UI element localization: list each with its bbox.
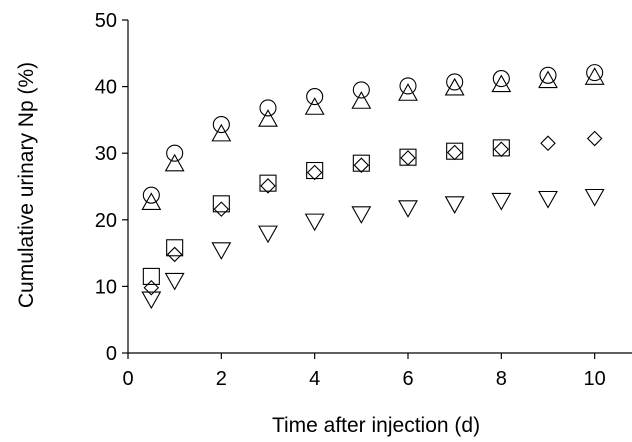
point-circle xyxy=(539,66,557,84)
point-triangle-down xyxy=(444,196,465,214)
point-diamond xyxy=(166,246,183,263)
point-diamond xyxy=(213,201,230,217)
point-diamond xyxy=(493,141,510,157)
x-axis-title: Time after injection (d) xyxy=(272,414,480,437)
y-tick-label: 40 xyxy=(95,77,117,99)
point-triangle-up xyxy=(304,97,325,115)
point-triangle-down xyxy=(491,192,512,211)
point-triangle-up xyxy=(491,74,512,93)
point-triangle-up xyxy=(444,77,465,96)
point-square xyxy=(166,239,184,257)
point-diamond xyxy=(400,150,416,166)
point-square xyxy=(259,174,277,192)
point-square xyxy=(306,161,324,180)
point-circle xyxy=(352,81,370,99)
x-tick-label: 4 xyxy=(309,368,320,390)
x-tick-label: 10 xyxy=(584,368,606,390)
point-circle xyxy=(492,70,510,88)
point-circle xyxy=(166,144,184,162)
point-diamond xyxy=(586,130,603,147)
point-triangle-up xyxy=(258,109,278,127)
point-triangle-down xyxy=(211,242,232,260)
point-triangle-down xyxy=(141,291,162,310)
point-circle xyxy=(399,77,417,95)
point-triangle-down xyxy=(258,225,278,244)
axes: 0 10 20 30 40 50 0 2 4 6 8 10 xyxy=(95,10,632,390)
point-triangle-up xyxy=(164,153,185,172)
point-square xyxy=(142,267,160,285)
point-triangle-up xyxy=(398,83,418,101)
point-circle xyxy=(586,64,604,82)
point-diamond xyxy=(540,135,556,151)
point-diamond xyxy=(306,164,323,181)
point-triangle-up xyxy=(584,67,605,85)
point-circle xyxy=(306,88,324,106)
point-triangle-up xyxy=(141,192,162,211)
point-diamond xyxy=(353,157,370,173)
point-triangle-up xyxy=(538,70,558,89)
point-triangle-down xyxy=(351,206,372,224)
point-triangle-down xyxy=(164,272,185,291)
point-diamond xyxy=(260,178,276,194)
point-circle xyxy=(212,116,230,134)
point-triangle-down xyxy=(584,188,605,207)
y-tick-label: 0 xyxy=(106,343,117,365)
point-triangle-down xyxy=(538,190,558,209)
point-circle xyxy=(259,99,277,117)
point-square xyxy=(212,195,230,213)
x-tick-label: 2 xyxy=(216,368,227,390)
point-triangle-down xyxy=(398,200,418,218)
point-triangle-down xyxy=(304,213,325,232)
point-diamond xyxy=(143,279,160,296)
y-tick-label: 10 xyxy=(95,276,117,298)
y-tick-label: 30 xyxy=(95,143,117,165)
point-diamond xyxy=(446,144,463,161)
point-circle xyxy=(142,186,160,204)
x-tick-label: 0 xyxy=(122,368,133,390)
data-marks xyxy=(141,64,605,310)
point-circle xyxy=(446,73,464,91)
x-tick-label: 8 xyxy=(496,368,507,390)
y-tick-label: 20 xyxy=(95,210,117,232)
y-tick-label: 50 xyxy=(95,10,117,32)
x-tick-label: 6 xyxy=(402,368,413,390)
y-axis-title: Cumulative urinary Np (%) xyxy=(15,62,38,308)
point-triangle-up xyxy=(211,123,232,142)
point-square xyxy=(352,154,370,172)
point-triangle-up xyxy=(351,91,372,109)
